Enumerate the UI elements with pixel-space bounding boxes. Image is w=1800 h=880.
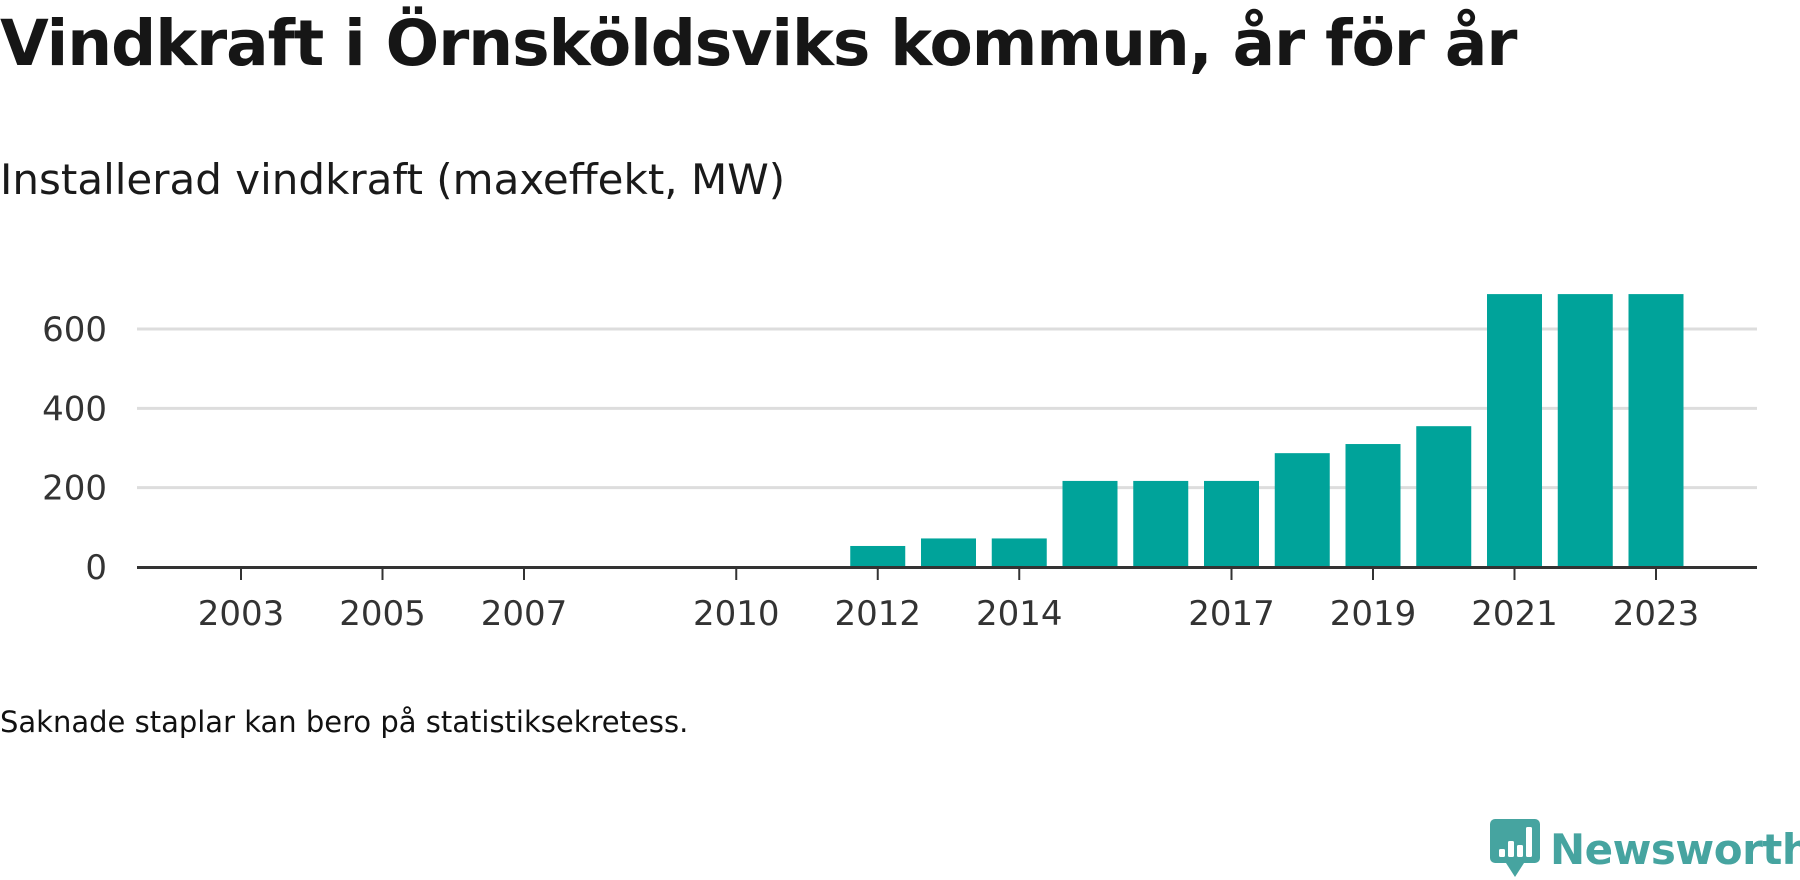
x-tick-label: 2023 [1613,594,1700,634]
bar-2020 [1416,426,1472,567]
bar-2021 [1487,294,1542,567]
x-tick-label: 2003 [198,594,285,634]
bar-2013 [921,538,976,567]
bar-2016 [1133,480,1189,567]
x-tick-label: 2019 [1330,594,1417,634]
chart-title: Vindkraft i Örnsköldsviks kommun, år för… [0,7,1517,80]
y-tick-label: 200 [42,469,107,509]
newsworthy-logo-icon [1490,819,1540,877]
x-tick-label: 2014 [976,594,1063,634]
bar-2019 [1345,444,1401,567]
y-tick-label: 600 [42,310,107,350]
x-tick-label: 2017 [1188,594,1275,634]
bar-2014 [991,538,1047,567]
bar-2023 [1628,294,1684,567]
x-tick-label: 2005 [339,594,426,634]
chart-subtitle: Installerad vindkraft (maxeffekt, MW) [0,155,786,204]
x-tick-label: 2021 [1471,594,1558,634]
x-tick-label: 2012 [834,594,921,634]
brand-name: Newsworthy [1550,824,1800,874]
bar-2017 [1204,480,1259,567]
footnote: Saknade staplar kan bero på statistiksek… [0,705,689,739]
bar-2012 [850,545,906,567]
bar-2022 [1557,294,1613,567]
x-axis-ticks: 2003 2005 2007 2010 2012 2014 2017 2019 2021 2023 [198,567,1700,634]
y-tick-label: 0 [85,548,107,588]
bar-2015 [1062,480,1118,567]
bar-2018 [1274,453,1330,567]
y-axis-ticks: 0 200 400 600 [42,310,107,588]
bars [850,294,1684,567]
y-tick-label: 400 [42,389,107,429]
brand-logo: Newsworthy [1490,818,1800,880]
x-tick-label: 2010 [693,594,780,634]
x-tick-label: 2007 [481,594,568,634]
